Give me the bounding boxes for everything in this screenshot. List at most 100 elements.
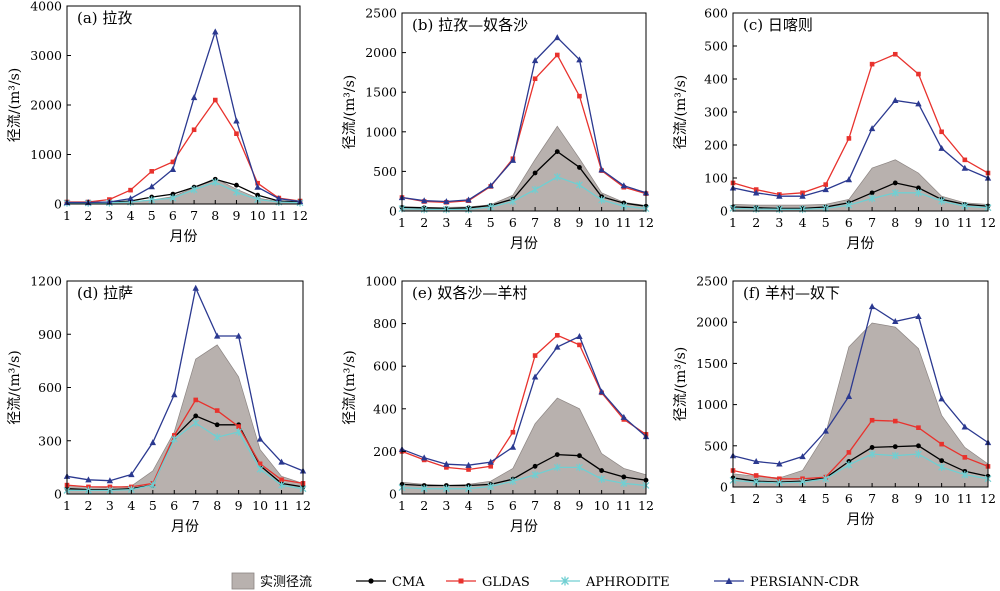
panel-title: (b) 拉孜—奴各沙: [412, 16, 528, 34]
data-point-persiann-cdr: [127, 195, 134, 202]
data-point-gldas: [191, 127, 197, 133]
y-tick-label: 0: [54, 197, 62, 212]
series-line-gldas: [401, 334, 647, 471]
series-line-aphrodite: [67, 181, 301, 204]
data-point-persiann-cdr: [509, 156, 517, 163]
data-point-persiann-cdr: [275, 195, 283, 202]
y-tick-label: 1500: [365, 85, 397, 100]
data-point-aphrodite: [961, 470, 969, 479]
y-tick-label: 600: [373, 359, 397, 374]
data-point-gldas: [532, 76, 538, 82]
y-tick-label: 1000: [30, 147, 62, 162]
x-tick-label: 12: [980, 215, 996, 230]
data-point-aphrodite: [149, 481, 157, 489]
x-tick-label: 5: [487, 498, 495, 513]
x-tick-label: 11: [957, 491, 973, 506]
x-tick-label: 1: [63, 498, 71, 513]
data-point-persiann-cdr: [509, 443, 517, 450]
x-tick-label: 2: [84, 208, 92, 223]
series-line-persiann-cdr: [401, 36, 647, 203]
y-tick-label: 3000: [30, 48, 62, 63]
data-point-cma: [916, 185, 921, 191]
x-tick-label: 10: [934, 215, 950, 230]
data-point-persiann-cdr: [598, 388, 605, 395]
data-point-gldas: [777, 476, 782, 482]
series-line-persiann-cdr: [732, 305, 989, 465]
legend: 实测径流 CMA GLDAS APHRODITE PERSIANN-CDR: [231, 572, 860, 590]
x-tick-label: 3: [442, 215, 450, 230]
x-axis-label: 月份: [171, 519, 199, 535]
data-point-cma: [532, 463, 538, 469]
data-point-cma: [577, 453, 582, 459]
panel-title: (a) 拉孜: [77, 9, 132, 27]
x-tick-label: 10: [250, 208, 266, 223]
data-point-aphrodite: [868, 194, 876, 203]
data-point-cma: [621, 474, 627, 480]
x-tick-label: 7: [192, 498, 200, 513]
series-line-aphrodite: [401, 176, 647, 211]
series-line-cma: [732, 182, 989, 210]
data-point-gldas: [869, 417, 875, 423]
y-tick-label: 0: [720, 204, 728, 219]
series-line-cma: [66, 415, 304, 491]
data-point-persiann-cdr: [845, 176, 853, 183]
data-point-persiann-cdr: [106, 477, 114, 484]
x-tick-label: 6: [845, 215, 853, 230]
x-tick-label: 7: [531, 215, 539, 230]
data-point-aphrodite: [213, 433, 221, 441]
legend-marker-cma: [368, 578, 374, 584]
y-tick-label: 1000: [365, 274, 397, 289]
data-point-persiann-cdr: [235, 332, 242, 339]
data-point-persiann-cdr: [620, 182, 628, 189]
data-point-aphrodite: [278, 481, 285, 489]
data-point-cma: [532, 170, 538, 176]
x-tick-label: 7: [868, 215, 876, 230]
x-tick-label: 11: [271, 208, 287, 223]
series-line-gldas: [66, 399, 304, 488]
data-point-persiann-cdr: [752, 189, 760, 196]
data-point-gldas: [554, 333, 560, 338]
series-line-cma: [401, 453, 647, 487]
x-tick-label: 3: [105, 208, 113, 223]
data-point-gldas: [128, 187, 133, 193]
data-point-gldas: [846, 450, 852, 455]
x-tick-label: 6: [170, 498, 178, 513]
y-tick-label: 500: [704, 438, 728, 453]
x-tick-label: 11: [957, 215, 973, 230]
data-point-cma: [214, 422, 220, 428]
x-tick-label: 2: [84, 498, 92, 513]
y-tick-label: 1000: [365, 124, 397, 139]
data-point-persiann-cdr: [256, 435, 264, 442]
data-point-persiann-cdr: [845, 392, 853, 399]
data-point-gldas: [892, 418, 898, 424]
data-point-gldas: [255, 180, 260, 186]
x-tick-label: 2: [420, 215, 428, 230]
data-point-persiann-cdr: [85, 476, 92, 483]
data-point-aphrodite: [256, 465, 264, 473]
data-point-aphrodite: [576, 181, 583, 189]
y-axis-label: 径流/(m³/s): [673, 75, 689, 149]
x-tick-label: 3: [775, 215, 783, 230]
panel-title: (c) 日喀则: [743, 16, 813, 34]
panel-title: (e) 奴各沙—羊村: [412, 284, 527, 302]
data-point-gldas: [149, 169, 155, 174]
data-point-persiann-cdr: [776, 460, 783, 467]
data-point-aphrodite: [845, 460, 853, 469]
x-tick-label: 7: [190, 208, 198, 223]
y-tick-label: 300: [38, 433, 62, 448]
data-point-gldas: [532, 353, 538, 358]
legend-label-cma: CMA: [392, 575, 425, 590]
x-axis-label: 月份: [847, 512, 875, 528]
data-point-persiann-cdr: [799, 453, 806, 460]
plot-frame: [732, 12, 989, 212]
x-tick-label: 4: [799, 215, 807, 230]
data-point-persiann-cdr: [254, 183, 261, 190]
x-tick-label: 4: [127, 208, 135, 223]
y-tick-label: 2000: [30, 98, 62, 113]
data-point-persiann-cdr: [554, 343, 561, 350]
x-axis-label: 月份: [170, 229, 198, 245]
data-point-gldas: [753, 473, 759, 478]
data-point-persiann-cdr: [598, 166, 605, 173]
data-point-gldas: [962, 157, 968, 163]
